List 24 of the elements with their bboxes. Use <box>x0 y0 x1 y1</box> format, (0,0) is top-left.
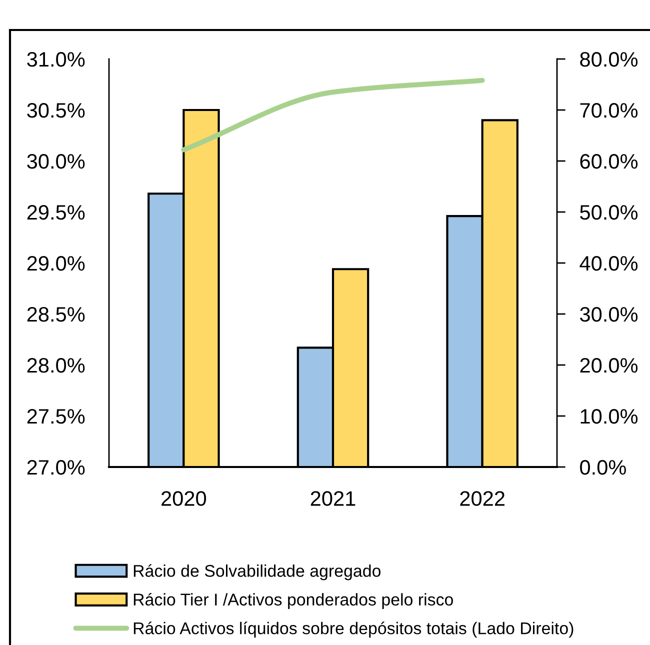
y-tick-label: 30.5% <box>27 103 85 118</box>
legend-label: Rácio de Solvabilidade agregado <box>134 564 381 580</box>
y-tick-label: 31.0% <box>27 52 85 67</box>
y2-tick-label: 0.0% <box>580 460 626 475</box>
y2-tick-label: 70.0% <box>580 103 638 118</box>
legend-label: Rácio Tier I /Activos ponderados pelo risco <box>134 592 453 609</box>
y-tick-label: 30.0% <box>27 154 85 169</box>
y2-tick-label: 20.0% <box>580 358 638 373</box>
y2-tick-label: 40.0% <box>580 256 638 271</box>
x-tick-label: 2020 <box>162 491 206 506</box>
y2-tick-label: 30.0% <box>580 307 638 322</box>
y-tick-label: 28.5% <box>27 307 85 322</box>
y2-tick-label: 80.0% <box>580 52 638 67</box>
y-tick-label: 27.0% <box>27 460 85 475</box>
y-tick-label: 28.0% <box>27 358 85 373</box>
legend-label: Rácio Activos líquidos sobre depósitos totais (Lado Direito) <box>134 622 574 638</box>
y-tick-label: 27.5% <box>27 409 85 424</box>
y2-tick-label: 10.0% <box>580 409 638 424</box>
y-tick-label: 29.0% <box>27 256 85 271</box>
y2-tick-label: 50.0% <box>580 205 638 220</box>
x-tick-label: 2022 <box>460 491 504 506</box>
y2-tick-label: 60.0% <box>580 154 638 169</box>
y-tick-label: 29.5% <box>27 205 85 220</box>
x-tick-label: 2021 <box>310 491 356 506</box>
